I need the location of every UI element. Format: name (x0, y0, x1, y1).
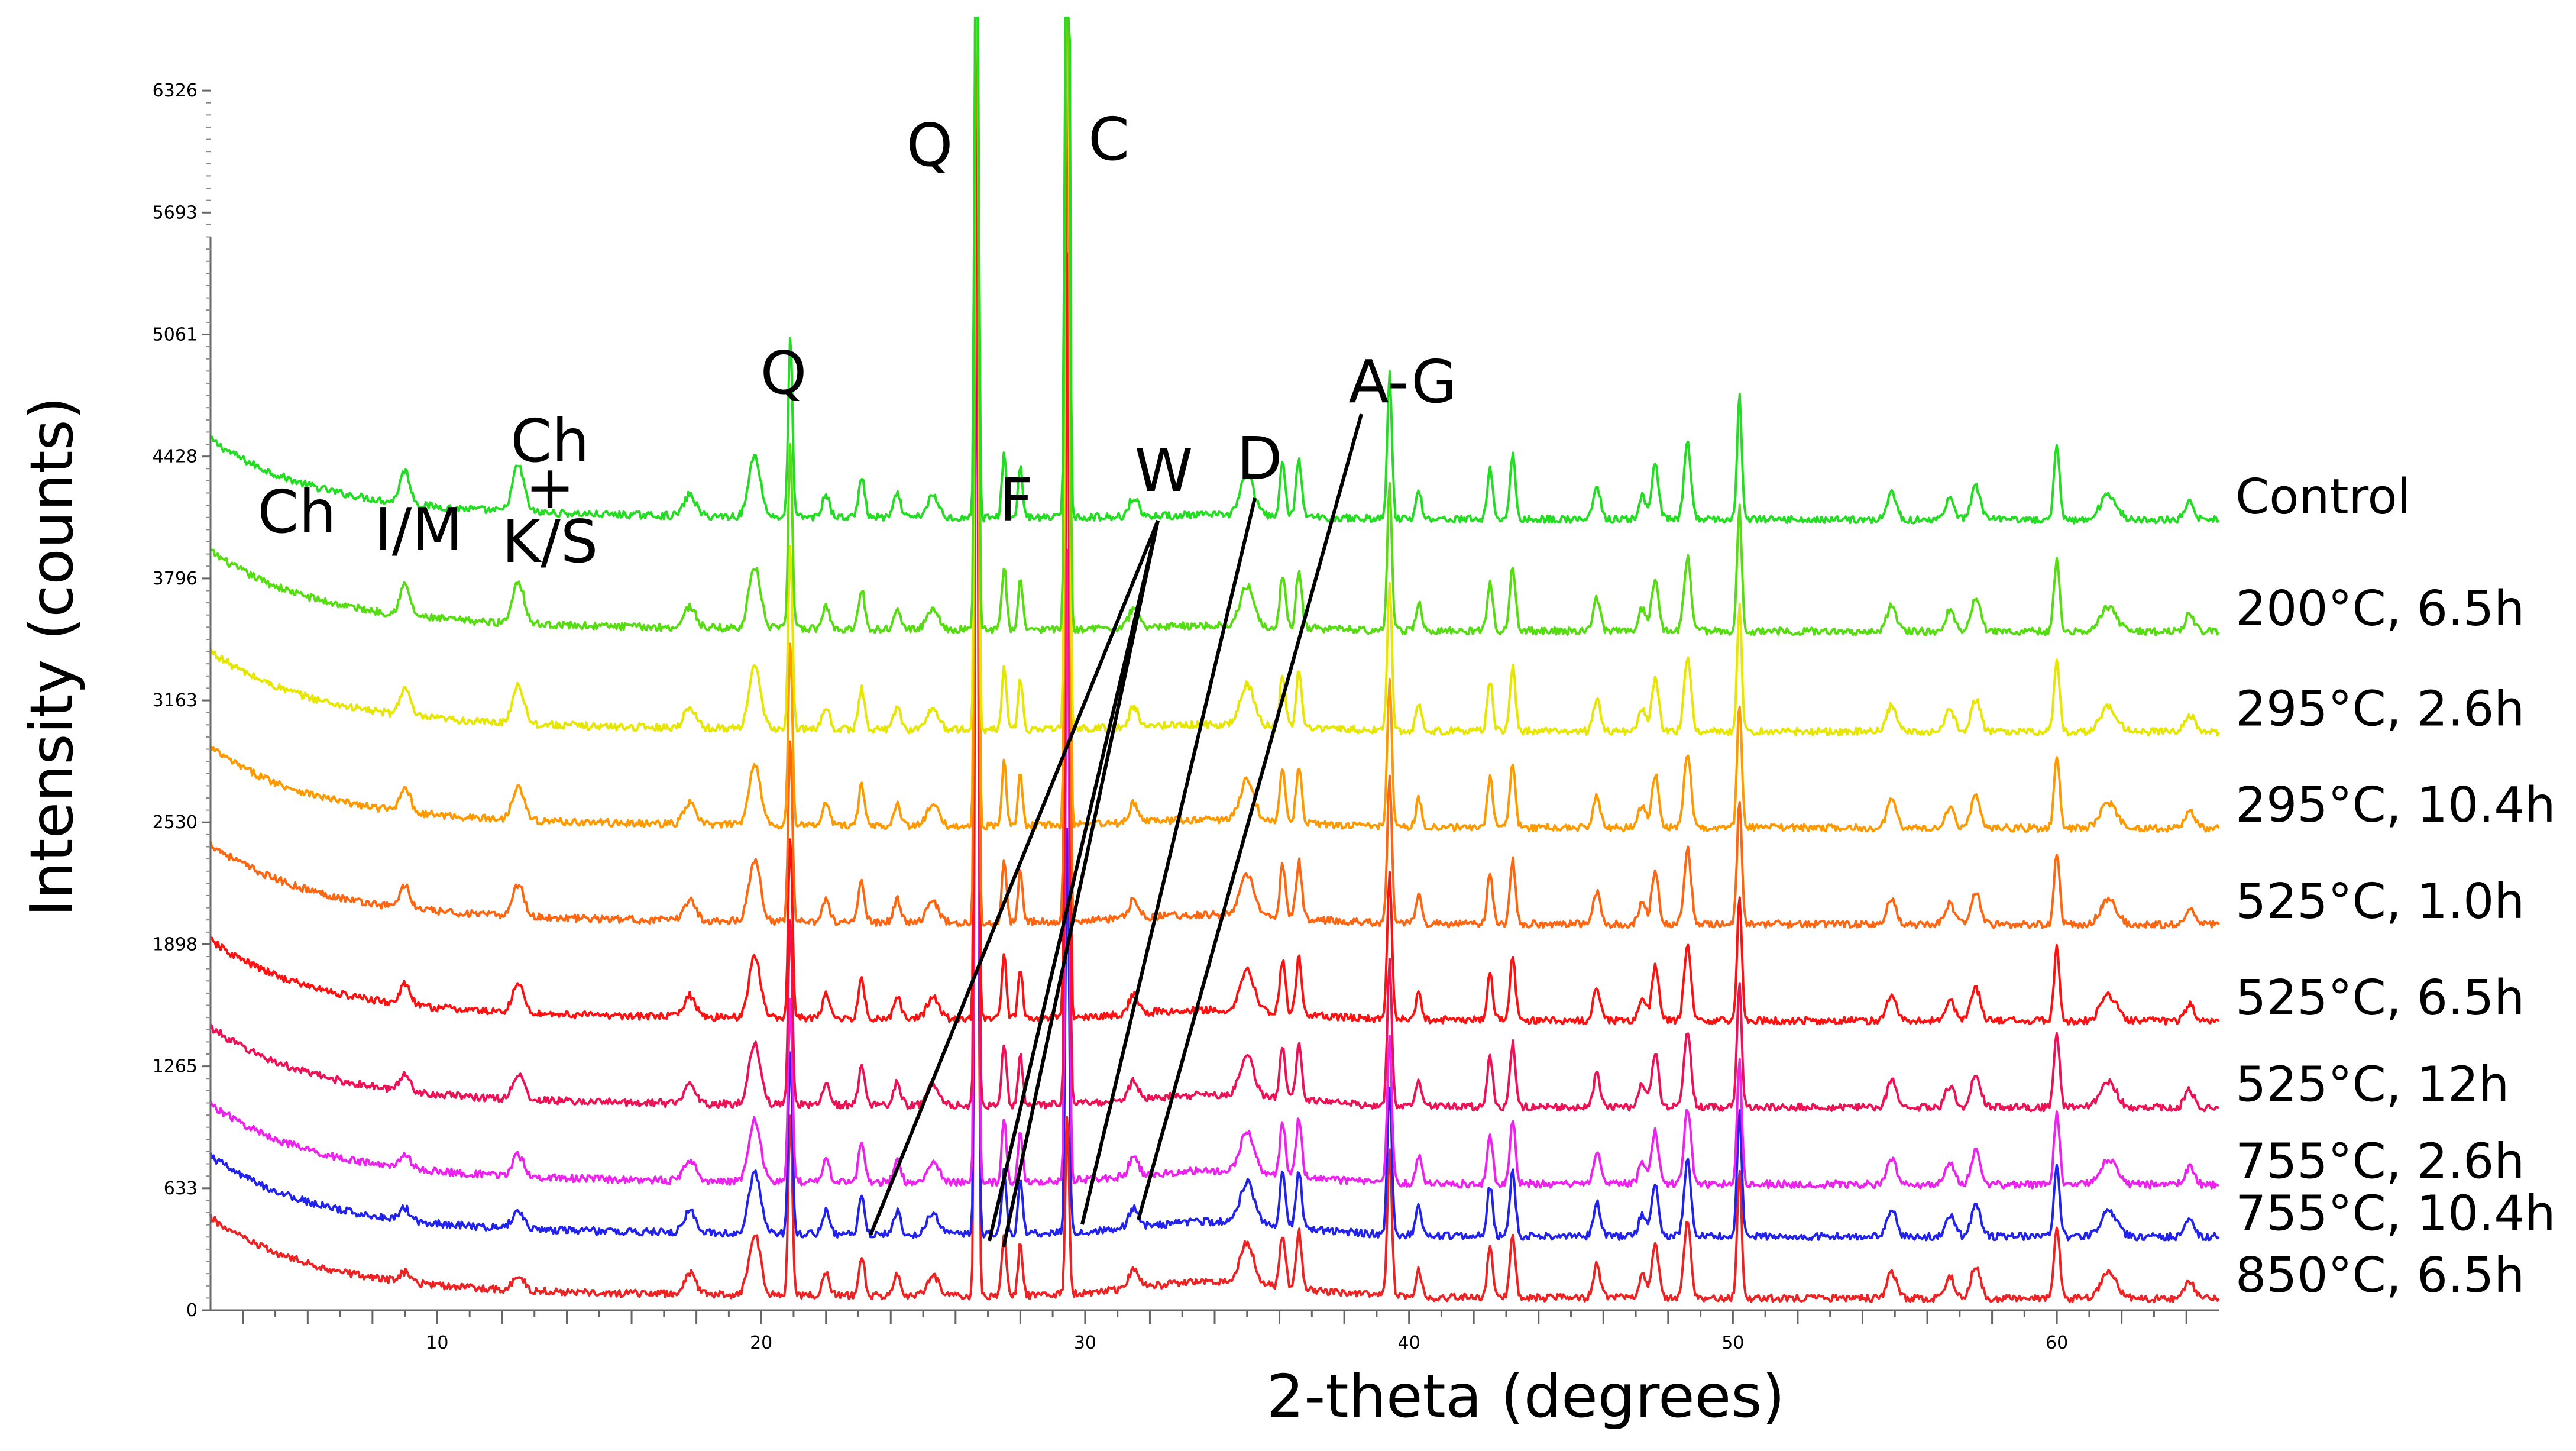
series-label: 525°C, 6.5h (2235, 970, 2525, 1026)
peak-label-ag: A-G (1348, 347, 1457, 416)
x-tick-label: 60 (2046, 1333, 2068, 1353)
y-axis-title: Intensity (counts) (17, 396, 86, 916)
series-line (209, 22, 2219, 1190)
x-tick-label: 40 (1398, 1333, 1420, 1353)
series-line (209, 17, 2220, 737)
y-tick-label: 0 (186, 1300, 198, 1321)
series-label: 525°C, 1.0h (2235, 874, 2525, 930)
y-tick-label: 4428 (153, 447, 198, 467)
peak-label-c: C (1088, 105, 1130, 174)
peak-label-plus: + (525, 453, 575, 522)
leader-line-w-3 (1002, 520, 1160, 1248)
series-line (209, 17, 2219, 1113)
x-tick-label: 20 (750, 1333, 772, 1353)
peak-label-d: D (1237, 424, 1282, 493)
peak-label-f: F (999, 466, 1033, 535)
y-tick-label: 6326 (153, 80, 198, 101)
y-tick-label: 1898 (153, 934, 198, 955)
y-tick-label: 1265 (153, 1056, 198, 1077)
leader-line-ag (1137, 413, 1363, 1220)
peak-annotation-layer: Ch I/M Ch + K/S Q Q C F W D A-G (257, 105, 1457, 1248)
series-line (209, 77, 2220, 1242)
x-tick-label: 30 (1074, 1333, 1096, 1353)
leader-line-w-1 (869, 519, 1160, 1236)
series-line (209, 17, 2220, 525)
leader-line-d (1080, 497, 1257, 1225)
x-tick-layer: 10 20 30 40 50 60 (242, 1310, 2187, 1353)
series-line (209, 141, 2220, 1303)
peak-label-q-small: Q (760, 338, 807, 408)
peak-label-w: W (1135, 436, 1193, 505)
peak-label-ch: Ch (257, 477, 336, 547)
y-tick-label: 3163 (153, 690, 198, 711)
y-tick-label: 3796 (153, 568, 198, 589)
series-layer (209, 17, 2220, 1303)
series-label: 200°C, 6.5h (2235, 581, 2525, 637)
x-axis-title: 2-theta (degrees) (1267, 1362, 1785, 1431)
series-label: 295°C, 10.4h (2235, 777, 2555, 833)
series-label: 525°C, 12h (2235, 1056, 2509, 1113)
series-label: 295°C, 2.6h (2235, 681, 2525, 737)
peak-label-q-main: Q (907, 111, 953, 180)
series-label: 755°C, 10.4h (2235, 1186, 2555, 1242)
series-line (209, 17, 2220, 833)
y-tick-label: 2530 (153, 812, 198, 833)
series-label: Control (2235, 469, 2410, 525)
x-tick-label: 50 (1721, 1333, 1744, 1353)
peak-label-ch-stack: Ch (510, 406, 589, 476)
y-tick-label: 633 (164, 1178, 198, 1199)
series-line (210, 17, 2220, 1026)
x-tick-label: 10 (426, 1333, 448, 1353)
series-line (210, 17, 2220, 636)
leader-line-w-2 (988, 520, 1160, 1242)
peak-label-ks: K/S (502, 507, 598, 576)
series-label: 755°C, 2.6h (2235, 1134, 2525, 1190)
y-tick-layer: 0 633 1265 1898 2530 3163 3796 4428 5061 5693 6326 (153, 80, 211, 1321)
series-label: 850°C, 6.5h (2235, 1248, 2525, 1304)
series-line (209, 17, 2220, 929)
peak-label-im: I/M (374, 495, 462, 564)
y-tick-label: 5693 (153, 202, 198, 223)
y-tick-label: 5061 (153, 324, 198, 345)
